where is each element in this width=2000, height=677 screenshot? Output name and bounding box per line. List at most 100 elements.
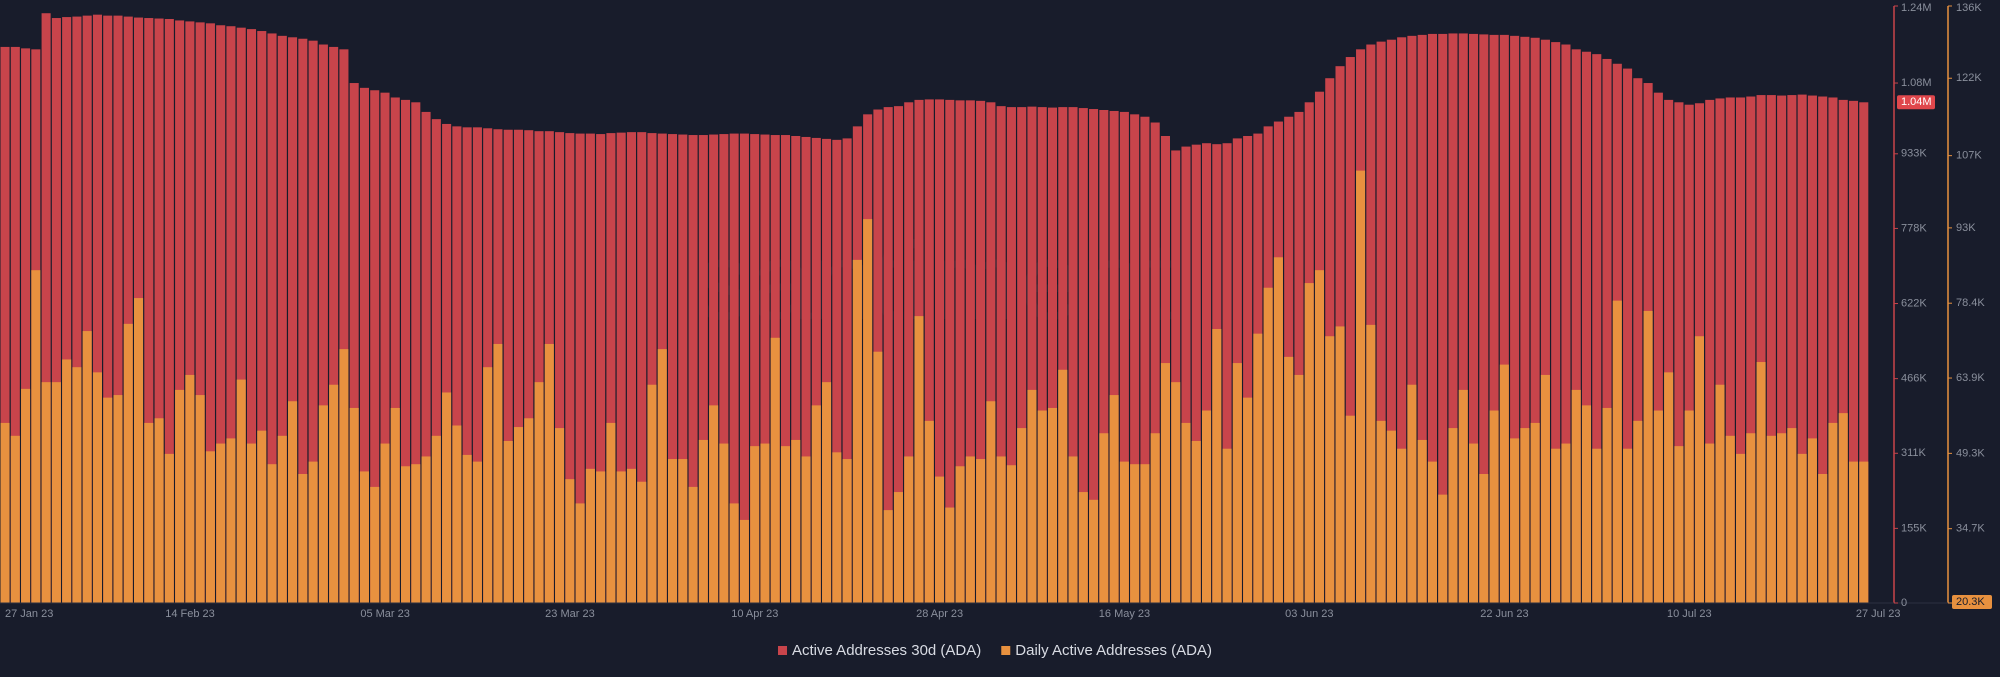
bar	[1756, 362, 1766, 603]
bar	[21, 48, 31, 604]
bar	[698, 439, 708, 603]
bar	[1027, 389, 1037, 603]
bar	[1284, 356, 1294, 603]
bar	[924, 420, 934, 603]
bar	[1848, 461, 1859, 603]
y2-tick-label: 34.7K	[1956, 523, 1985, 535]
bar	[657, 349, 667, 603]
bar	[780, 446, 791, 603]
bar	[10, 46, 20, 603]
bar	[534, 131, 544, 603]
bar	[1345, 57, 1355, 603]
bar	[1376, 420, 1386, 603]
bar	[103, 15, 113, 604]
bar	[924, 99, 934, 603]
bar	[945, 507, 955, 603]
bar	[760, 134, 770, 603]
bar	[1140, 116, 1150, 603]
bar	[1366, 324, 1376, 603]
bar	[1746, 96, 1756, 603]
bar	[1520, 36, 1530, 603]
bar	[596, 471, 606, 603]
bar	[1571, 389, 1581, 603]
bar	[832, 452, 842, 603]
bar	[935, 476, 945, 603]
bar	[893, 106, 903, 603]
bar	[1089, 109, 1099, 604]
bar	[1047, 407, 1058, 603]
bar	[791, 135, 801, 603]
bar	[1181, 422, 1191, 603]
bar	[1376, 41, 1386, 603]
bar	[41, 13, 51, 603]
bar	[1438, 33, 1448, 603]
bar	[462, 454, 472, 603]
bar	[185, 374, 195, 603]
bar	[832, 139, 842, 603]
bar	[195, 22, 205, 603]
bar	[750, 134, 760, 603]
bar	[1674, 102, 1684, 604]
bar	[668, 134, 678, 603]
bar	[524, 130, 534, 603]
bar	[1705, 443, 1715, 603]
bar	[1623, 448, 1633, 603]
bar	[1150, 433, 1160, 603]
y-tick-label: 622K	[1901, 297, 1927, 309]
bar	[318, 405, 328, 603]
bar	[801, 136, 811, 603]
current-value-label: 1.04M	[1901, 96, 1932, 108]
bar	[1787, 428, 1797, 603]
x-tick-label: 03 Jun 23	[1285, 608, 1333, 620]
legend-label: Daily Active Addresses (ADA)	[1015, 642, 1212, 659]
x-tick-label: 22 Jun 23	[1480, 608, 1528, 620]
bar	[1623, 68, 1633, 604]
bar	[904, 102, 914, 604]
bar	[1736, 97, 1746, 604]
bar	[1684, 104, 1694, 604]
x-tick-label: 14 Feb 23	[165, 608, 215, 620]
bar	[267, 464, 277, 603]
bar	[472, 461, 482, 603]
bar	[1243, 135, 1253, 603]
bar	[390, 97, 400, 604]
bar	[822, 382, 832, 603]
bar	[524, 418, 534, 603]
bar	[1797, 453, 1807, 603]
bar	[1417, 34, 1427, 604]
y2-tick-label: 49.3K	[1956, 447, 1985, 459]
bar	[226, 26, 236, 604]
bar	[1407, 35, 1417, 604]
y-tick-label: 778K	[1901, 222, 1927, 234]
y2-tick-label: 78.4K	[1956, 297, 1985, 309]
bar	[1202, 143, 1212, 603]
bar	[1551, 448, 1561, 603]
bar	[698, 135, 708, 603]
bar	[359, 87, 369, 603]
bar	[370, 486, 380, 603]
bar	[544, 343, 554, 603]
bar	[175, 20, 185, 604]
bar	[72, 16, 82, 604]
bar	[606, 422, 616, 603]
bar	[411, 464, 421, 603]
bar	[1489, 34, 1499, 604]
bar	[1171, 150, 1181, 603]
bar	[1119, 461, 1129, 603]
bar	[585, 133, 595, 604]
bar	[1407, 384, 1417, 603]
bar	[113, 395, 123, 603]
bar	[51, 18, 61, 603]
bar	[1725, 435, 1735, 603]
bar	[401, 99, 411, 604]
bar	[811, 405, 821, 603]
bar	[1078, 108, 1088, 603]
bar	[370, 90, 380, 604]
bar	[1530, 422, 1540, 603]
y2-tick-label: 20.3K	[1956, 596, 1985, 608]
bar	[62, 359, 72, 603]
bar	[144, 18, 154, 603]
bar	[380, 92, 390, 604]
bar	[1058, 107, 1068, 604]
bar	[113, 15, 123, 604]
